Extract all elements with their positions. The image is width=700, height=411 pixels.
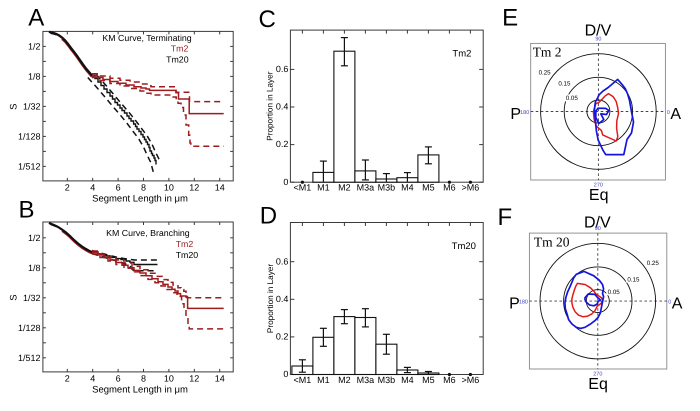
svg-text:M5: M5: [422, 183, 435, 193]
svg-text:180: 180: [519, 299, 528, 305]
svg-text:KM Curve, Terminating: KM Curve, Terminating: [102, 33, 191, 43]
svg-text:1/8: 1/8: [28, 263, 41, 273]
svg-text:8: 8: [141, 183, 146, 193]
svg-text:1/8: 1/8: [28, 72, 41, 82]
svg-text:1/512: 1/512: [18, 162, 41, 172]
svg-text:M2: M2: [338, 375, 351, 385]
svg-text:1/2: 1/2: [28, 42, 41, 52]
svg-text:M3b: M3b: [378, 183, 396, 193]
svg-text:0.2: 0.2: [276, 332, 289, 342]
svg-text:M3a: M3a: [357, 375, 375, 385]
svg-text:M3a: M3a: [357, 183, 375, 193]
svg-text:<M1: <M1: [294, 183, 312, 193]
svg-text:Eq: Eq: [588, 376, 608, 393]
svg-text:180: 180: [520, 110, 529, 116]
svg-text:Tm2: Tm2: [452, 49, 471, 60]
svg-text:0.6: 0.6: [276, 256, 289, 266]
svg-text:0.2: 0.2: [276, 139, 289, 149]
svg-text:90: 90: [595, 36, 601, 42]
svg-text:8: 8: [141, 374, 146, 384]
svg-text:0.05: 0.05: [566, 95, 579, 102]
svg-text:Proportion in Layer: Proportion in Layer: [266, 71, 275, 140]
svg-text:D: D: [260, 202, 277, 229]
svg-text:M2: M2: [338, 183, 351, 193]
svg-text:A: A: [672, 295, 683, 312]
svg-text:S: S: [8, 104, 19, 110]
svg-text:1/128: 1/128: [18, 132, 41, 142]
svg-text:P: P: [509, 295, 520, 312]
svg-text:2: 2: [65, 374, 70, 384]
svg-text:S: S: [8, 294, 19, 300]
svg-text:M4: M4: [401, 183, 414, 193]
svg-text:M6: M6: [443, 375, 456, 385]
svg-text:E: E: [502, 4, 518, 31]
svg-text:0: 0: [668, 299, 671, 305]
svg-text:10: 10: [164, 183, 174, 193]
svg-text:0.05: 0.05: [608, 289, 621, 296]
svg-text:14: 14: [215, 374, 225, 384]
svg-text:12: 12: [189, 374, 199, 384]
svg-text:Tm20: Tm20: [452, 241, 476, 252]
svg-text:Tm2: Tm2: [171, 44, 189, 54]
svg-text:4: 4: [90, 183, 95, 193]
svg-text:M1: M1: [317, 183, 330, 193]
svg-text:0.25: 0.25: [539, 70, 552, 77]
svg-text:M5: M5: [422, 375, 435, 385]
svg-text:2: 2: [65, 183, 70, 193]
svg-text:C: C: [259, 6, 276, 33]
svg-text:M6: M6: [443, 183, 456, 193]
svg-text:0.15: 0.15: [558, 81, 571, 88]
svg-text:0: 0: [283, 177, 288, 187]
svg-text:12: 12: [189, 183, 199, 193]
svg-text:P: P: [510, 106, 521, 123]
svg-text:1/2: 1/2: [28, 233, 41, 243]
svg-text:0: 0: [667, 110, 670, 116]
svg-text:>M6: >M6: [462, 375, 480, 385]
svg-text:M1: M1: [317, 375, 330, 385]
svg-text:A: A: [28, 4, 44, 31]
svg-text:Tm 20: Tm 20: [534, 234, 570, 249]
svg-text:KM Curve, Branching: KM Curve, Branching: [106, 228, 190, 238]
svg-text:0.25: 0.25: [647, 260, 660, 267]
svg-text:6: 6: [116, 374, 121, 384]
svg-text:4: 4: [90, 374, 95, 384]
svg-text:<M1: <M1: [294, 375, 312, 385]
svg-text:Tm20: Tm20: [166, 54, 189, 64]
svg-text:0.4: 0.4: [276, 102, 289, 112]
svg-text:14: 14: [215, 183, 225, 193]
svg-text:M4: M4: [401, 375, 414, 385]
svg-text:>M6: >M6: [462, 183, 480, 193]
svg-text:D/V: D/V: [584, 215, 611, 232]
svg-text:Eq: Eq: [589, 187, 609, 204]
svg-text:6: 6: [116, 183, 121, 193]
svg-text:Tm 2: Tm 2: [533, 45, 562, 60]
svg-text:Tm20: Tm20: [176, 250, 199, 260]
svg-text:270: 270: [594, 182, 603, 188]
svg-text:270: 270: [593, 371, 602, 377]
svg-text:D/V: D/V: [585, 22, 612, 39]
svg-text:Segment Length in μm: Segment Length in μm: [92, 193, 188, 204]
svg-text:B: B: [19, 197, 35, 224]
svg-text:10: 10: [164, 374, 174, 384]
svg-text:M3b: M3b: [378, 375, 396, 385]
svg-text:90: 90: [595, 226, 601, 232]
svg-text:0.6: 0.6: [276, 64, 289, 74]
svg-text:0.15: 0.15: [627, 276, 640, 283]
svg-text:0.4: 0.4: [276, 294, 289, 304]
svg-text:F: F: [498, 204, 513, 231]
svg-text:1/32: 1/32: [23, 102, 41, 112]
svg-text:Tm2: Tm2: [176, 239, 194, 249]
svg-text:0: 0: [283, 369, 288, 379]
svg-text:Segment Length in μm: Segment Length in μm: [92, 384, 188, 395]
svg-text:Proportion in Layer: Proportion in Layer: [266, 264, 275, 333]
svg-text:1/32: 1/32: [23, 293, 41, 303]
svg-text:A: A: [670, 106, 681, 123]
svg-text:1/128: 1/128: [18, 323, 41, 333]
svg-text:1/512: 1/512: [18, 353, 41, 363]
